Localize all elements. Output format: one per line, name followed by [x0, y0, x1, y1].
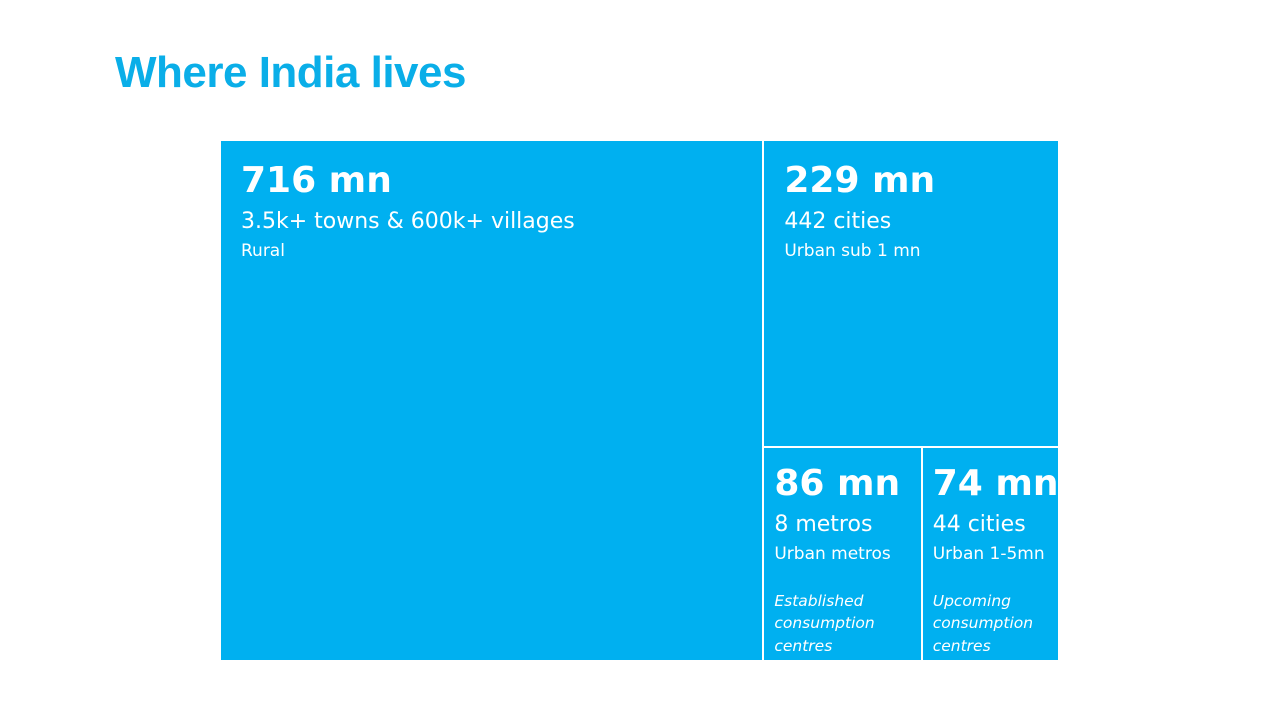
treemap-chart: 716 mn 3.5k+ towns & 600k+ villages Rural 2…: [221, 141, 1058, 660]
tile-value-label: 716 mn: [241, 160, 392, 201]
tile-category-label: Urban metros: [774, 543, 891, 564]
tile-category-label: Rural: [241, 241, 285, 261]
tile-category-label: Urban 1-5mn: [932, 543, 1045, 564]
tile-category-label: Urban sub 1 mn: [784, 241, 921, 261]
tile-value-label: 74 mn: [932, 462, 1058, 504]
tile-value-label: 86 mn: [774, 462, 901, 504]
tile-count-label: 3.5k+ towns & 600k+ villages: [241, 209, 575, 234]
treemap-tile-tier: 74 mn 44 cities Urban 1-5mn Upcoming consum…: [922, 447, 1058, 660]
tile-value-label: 229 mn: [784, 160, 936, 201]
tile-count-label: 44 cities: [932, 511, 1026, 537]
tile-count-label: 442 cities: [784, 209, 892, 234]
tile-note-label: Established consumption centres: [774, 591, 875, 655]
treemap-tile-rural: 716 mn 3.5k+ towns & 600k+ villages Rural: [221, 141, 763, 660]
tile-note-label: Upcoming consumption centres: [932, 591, 1034, 655]
slide-title: Where India lives: [115, 48, 466, 97]
treemap-tile-metros: 86 mn 8 metros Urban metros Established con…: [764, 447, 921, 660]
treemap-tile-sub1: 229 mn 442 cities Urban sub 1 mn: [764, 141, 1058, 446]
tile-count-label: 8 metros: [774, 511, 873, 537]
